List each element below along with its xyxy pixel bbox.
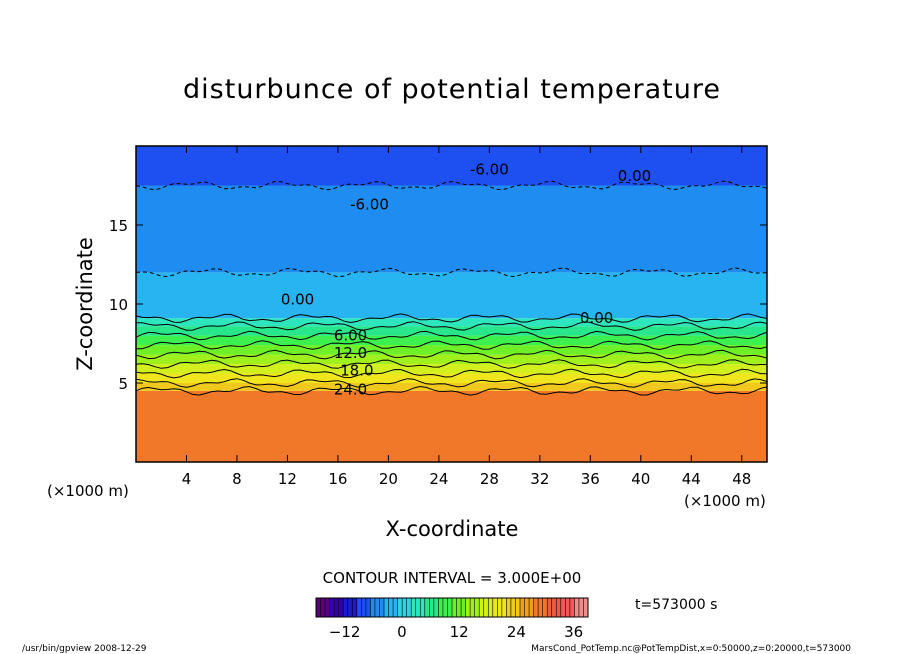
colorbar-cell-13 (492, 598, 507, 617)
colorbar-cell-3 (356, 598, 371, 617)
contour-label-1: 0.00 (618, 167, 651, 185)
colorbar-cell-6 (397, 598, 412, 617)
contour-line-7 (136, 321, 767, 331)
y-axis: 5 10 15 (109, 217, 767, 393)
colorbar-cell-0 (316, 598, 331, 617)
contour-line-4 (136, 349, 767, 360)
x-tick-label-3: 16 (328, 470, 347, 488)
colorbar-tick-label-2: 12 (450, 623, 469, 641)
field-band-1 (136, 383, 767, 391)
field-layer (136, 146, 767, 462)
x-tick-label-10: 44 (682, 470, 701, 488)
contour-line-1 (136, 378, 767, 388)
x-tick-label-7: 32 (530, 470, 549, 488)
colorbar-tick-label-4: 36 (564, 623, 583, 641)
contour-line-9 (136, 267, 767, 278)
y-tick-label-0: 5 (118, 375, 128, 393)
field-band-4 (136, 354, 767, 365)
x-tick-label-8: 36 (581, 470, 600, 488)
contour-label-6: 12.0 (334, 344, 367, 362)
colorbar-cell-14 (506, 598, 521, 617)
field-band-6 (136, 335, 767, 346)
colorbar-tick-label-1: 0 (397, 623, 407, 641)
contour-label-2: -6.00 (350, 195, 389, 213)
y-tick-label-2: 15 (109, 217, 128, 235)
x-tick-label-4: 20 (379, 470, 398, 488)
colorbar-tick-label-3: 24 (507, 623, 526, 641)
x-units-label-right: (×1000 m) (684, 492, 766, 510)
field-band-3 (136, 364, 767, 374)
contour-line-0 (136, 385, 767, 396)
x-tick-label-2: 12 (278, 470, 297, 488)
x-tick-label-5: 24 (429, 470, 448, 488)
contour-line-6 (136, 330, 767, 341)
colorbar-cell-2 (343, 598, 358, 617)
contour-label-4: 0.00 (580, 309, 613, 327)
x-tick-label-1: 8 (232, 470, 242, 488)
field-band-7 (136, 326, 767, 336)
colorbar: −12 0 12 24 36 (315, 597, 589, 641)
colorbar-cell-9 (438, 598, 453, 617)
contour-line-3 (136, 359, 767, 369)
contour-label-5: 6.00 (334, 327, 367, 345)
x-tick-label-9: 40 (631, 470, 650, 488)
field-band-5 (136, 345, 767, 355)
colorbar-cell-18 (560, 598, 575, 617)
colorbar-cell-19 (574, 598, 589, 617)
colorbar-cell-16 (533, 598, 548, 617)
contour-line-5 (136, 340, 767, 351)
contour-line-8 (136, 313, 767, 324)
colorbar-cell-15 (520, 598, 535, 617)
field-band-0 (136, 390, 767, 462)
x-axis-label: X-coordinate (386, 517, 519, 541)
colorbar-frame (315, 597, 589, 618)
contour-label-0: -6.00 (470, 161, 509, 179)
contour-label-7: 18.0 (340, 361, 373, 379)
colorbar-tick-label-0: −12 (329, 623, 361, 641)
field-band-9 (136, 272, 767, 319)
field-band-2 (136, 373, 767, 383)
colorbar-cell-5 (384, 598, 399, 617)
field-band-10 (136, 185, 767, 273)
colorbar-cell-4 (370, 598, 385, 617)
contour-label-3: 0.00 (281, 290, 314, 308)
contour-line-2 (136, 368, 767, 379)
chart-title: disturbunce of potential temperature (183, 74, 721, 105)
footer-left: /usr/bin/gpview 2008-12-29 (22, 644, 147, 654)
colorbar-cell-8 (424, 598, 439, 617)
contour-line-10 (136, 180, 767, 191)
colorbar-cell-17 (547, 598, 562, 617)
x-tick-label-0: 4 (182, 470, 192, 488)
field-band-11 (136, 146, 767, 186)
x-units-label-left: (×1000 m) (47, 482, 129, 500)
colorbar-cell-12 (479, 598, 494, 617)
contour-interval-label: CONTOUR INTERVAL = 3.000E+00 (323, 569, 582, 587)
y-tick-label-1: 10 (109, 296, 128, 314)
contour-label-8: 24.0 (334, 380, 367, 398)
colorbar-cell-11 (465, 598, 480, 617)
x-tick-label-6: 28 (480, 470, 499, 488)
time-label: t=573000 s (635, 597, 717, 613)
colorbar-cell-1 (329, 598, 344, 617)
contour-layer (136, 180, 767, 396)
colorbar-cell-7 (411, 598, 426, 617)
x-axis: 4 8 12 16 20 24 28 32 36 40 44 48 (182, 146, 751, 488)
colorbar-cell-10 (452, 598, 467, 617)
y-axis-label: Z-coordinate (73, 237, 97, 371)
x-tick-label-11: 48 (732, 470, 751, 488)
footer-right: MarsCond_PotTemp.nc@PotTempDist,x=0:5000… (531, 644, 851, 654)
